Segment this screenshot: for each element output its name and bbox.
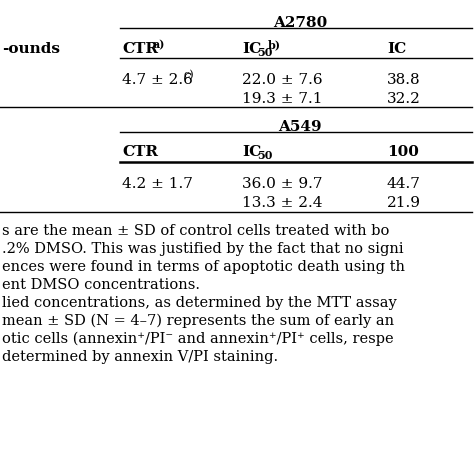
Text: 32.2: 32.2 [387, 92, 421, 106]
Text: 38.8: 38.8 [387, 73, 420, 87]
Text: ences were found in terms of apoptotic death using th: ences were found in terms of apoptotic d… [2, 260, 405, 274]
Text: mean ± SD (N = 4–7) represents the sum of early an: mean ± SD (N = 4–7) represents the sum o… [2, 314, 394, 328]
Text: c): c) [184, 70, 195, 80]
Text: 50: 50 [257, 47, 273, 58]
Text: b): b) [268, 39, 281, 50]
Text: 50: 50 [257, 150, 273, 161]
Text: IC: IC [387, 42, 406, 56]
Text: 13.3 ± 2.4: 13.3 ± 2.4 [242, 196, 322, 210]
Text: 22.0 ± 7.6: 22.0 ± 7.6 [242, 73, 323, 87]
Text: CTR: CTR [122, 145, 158, 159]
Text: 100: 100 [387, 145, 419, 159]
Text: s are the mean ± SD of control cells treated with bo: s are the mean ± SD of control cells tre… [2, 224, 389, 238]
Text: A2780: A2780 [273, 16, 327, 30]
Text: IC: IC [242, 42, 261, 56]
Text: 4.2 ± 1.7: 4.2 ± 1.7 [122, 177, 193, 191]
Text: a): a) [153, 39, 165, 50]
Text: ent DMSO concentrations.: ent DMSO concentrations. [2, 278, 200, 292]
Text: 44.7: 44.7 [387, 177, 421, 191]
Text: 19.3 ± 7.1: 19.3 ± 7.1 [242, 92, 322, 106]
Text: 36.0 ± 9.7: 36.0 ± 9.7 [242, 177, 322, 191]
Text: 21.9: 21.9 [387, 196, 421, 210]
Text: CTR: CTR [122, 42, 158, 56]
Text: A549: A549 [278, 120, 322, 134]
Text: 4.7 ± 2.6: 4.7 ± 2.6 [122, 73, 193, 87]
Text: .2% DMSO. This was justified by the fact that no signi: .2% DMSO. This was justified by the fact… [2, 242, 404, 256]
Text: determined by annexin V/PI staining.: determined by annexin V/PI staining. [2, 350, 278, 364]
Text: IC: IC [242, 145, 261, 159]
Text: lied concentrations, as determined by the MTT assay: lied concentrations, as determined by th… [2, 296, 397, 310]
Text: otic cells (annexin⁺/PI⁻ and annexin⁺/PI⁺ cells, respe: otic cells (annexin⁺/PI⁻ and annexin⁺/PI… [2, 332, 393, 346]
Text: -ounds: -ounds [2, 42, 60, 56]
